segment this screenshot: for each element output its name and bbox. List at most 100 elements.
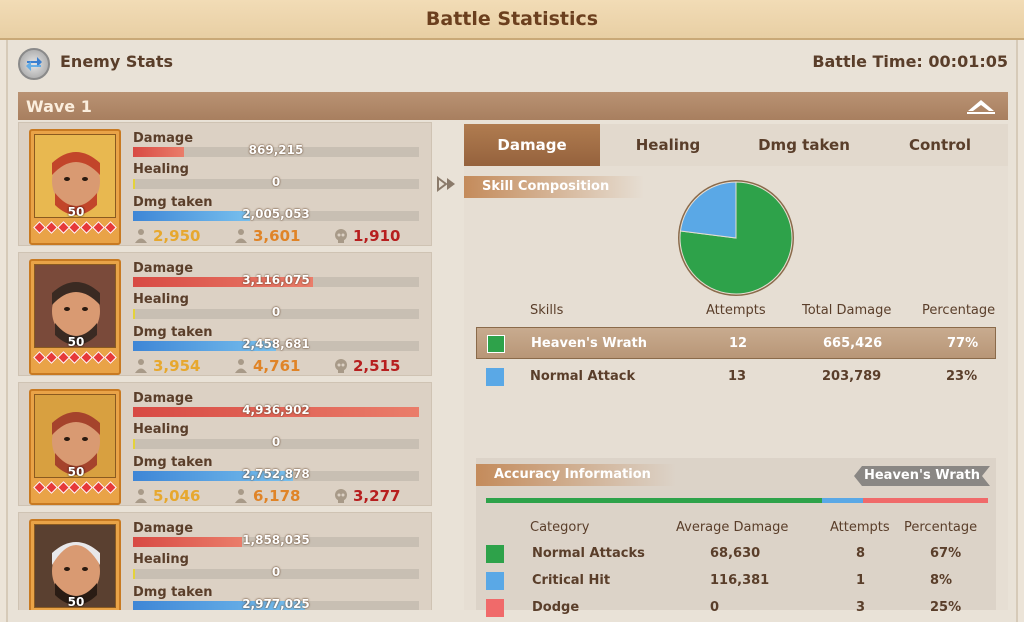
soldier-icon bbox=[235, 359, 247, 373]
hero-list[interactable]: 50 Damage 869,215 Healing 0 Dmg taken 2,… bbox=[18, 122, 432, 610]
attempts: 1 bbox=[856, 573, 866, 588]
tab-control[interactable]: Control bbox=[908, 136, 971, 154]
damage-bar: 869,215 bbox=[133, 143, 419, 157]
hero-card[interactable]: 50 Damage 4,936,902 Healing 0 Dmg taken … bbox=[18, 382, 432, 506]
legend-square bbox=[486, 599, 504, 617]
category-name: Critical Hit bbox=[532, 573, 611, 588]
hero-kill-stats: 3,954 4,761 2,515 bbox=[133, 357, 423, 375]
blue-legend-square bbox=[486, 368, 504, 386]
damage-value: 1,858,035 bbox=[242, 533, 310, 547]
stats-tabs: Damage Healing Dmg taken Control bbox=[464, 124, 1008, 166]
soldier-icon bbox=[135, 489, 147, 503]
col-average-damage: Average Damage bbox=[676, 520, 789, 535]
damage-value: 4,936,902 bbox=[242, 403, 310, 417]
percentage: 8% bbox=[930, 573, 953, 588]
attempts: 3 bbox=[856, 600, 866, 615]
pie-slice-1 bbox=[679, 181, 737, 239]
skill-row-normal-attack[interactable]: Normal Attack 13 203,789 23% bbox=[476, 361, 996, 393]
dmg-taken-value: 2,458,681 bbox=[242, 337, 310, 351]
skill-total: 665,426 bbox=[823, 336, 883, 351]
skill-row-heavens-wrath[interactable]: Heaven's Wrath 12 665,426 77% bbox=[476, 327, 996, 359]
hero-kill-stats: 5,046 6,178 3,277 bbox=[133, 487, 423, 505]
skill-composition-header: Skill Composition bbox=[464, 176, 644, 198]
col-attempts: Attempts bbox=[830, 520, 890, 535]
hero-level: 50 bbox=[67, 205, 85, 218]
hero-stars bbox=[33, 481, 117, 497]
hero-portrait[interactable]: 50 bbox=[29, 519, 121, 610]
accuracy-row: Normal Attacks 68,630 8 67% bbox=[476, 542, 996, 566]
accuracy-skill-tag[interactable]: Heaven's Wrath bbox=[854, 466, 990, 486]
deaths-value: 3,277 bbox=[353, 487, 401, 505]
deaths: 2,515 bbox=[333, 357, 400, 375]
accuracy-row: Critical Hit 116,381 1 8% bbox=[476, 569, 996, 593]
dmg-taken-label: Dmg taken bbox=[133, 325, 213, 340]
damage-label: Damage bbox=[133, 261, 194, 276]
battle-time: Battle Time: 00:01:05 bbox=[812, 52, 1008, 71]
deaths: 3,277 bbox=[333, 487, 400, 505]
healing-value: 0 bbox=[271, 565, 281, 579]
percentage: 67% bbox=[930, 546, 962, 561]
dmg-taken-bar: 2,005,053 bbox=[133, 207, 419, 221]
kills-value: 3,954 bbox=[153, 357, 201, 375]
kills-value: 6,178 bbox=[253, 487, 301, 505]
tab-dmg-taken[interactable]: Dmg taken bbox=[758, 136, 850, 154]
average-damage: 0 bbox=[710, 600, 720, 615]
hero-card[interactable]: 50 Damage 3,116,075 Healing 0 Dmg taken … bbox=[18, 252, 432, 376]
wave-header[interactable]: Wave 1 bbox=[18, 92, 1008, 120]
damage-label: Damage bbox=[133, 131, 194, 146]
accuracy-header: Accuracy Information bbox=[476, 464, 676, 486]
damage-label: Damage bbox=[133, 521, 194, 536]
green-legend-square bbox=[487, 335, 505, 353]
healing-value: 0 bbox=[271, 435, 281, 449]
healing-label: Healing bbox=[133, 552, 189, 567]
hero-card[interactable]: 50 Damage 1,858,035 Healing 0 Dmg taken … bbox=[18, 512, 432, 610]
accuracy-segment bbox=[822, 498, 863, 503]
hero-avatar: 50 bbox=[34, 134, 116, 218]
healing-bar: 0 bbox=[133, 305, 419, 319]
dmg-taken-bar: 2,752,878 bbox=[133, 467, 419, 481]
average-damage: 116,381 bbox=[710, 573, 770, 588]
soldier-icon bbox=[135, 229, 147, 243]
tab-healing[interactable]: Healing bbox=[635, 136, 701, 154]
damage-value: 869,215 bbox=[248, 143, 304, 157]
damage-details-panel: Skill Composition Skills Attempts Total … bbox=[464, 166, 1008, 617]
soldier-icon bbox=[135, 359, 147, 373]
dmg-taken-label: Dmg taken bbox=[133, 585, 213, 600]
col-skills: Skills bbox=[530, 303, 564, 318]
skill-name: Normal Attack bbox=[530, 369, 636, 384]
hero-portrait[interactable]: 50 bbox=[29, 389, 121, 505]
dmg-taken-label: Dmg taken bbox=[133, 455, 213, 470]
troop-kills-1: 3,954 bbox=[133, 357, 200, 375]
dmg-taken-label: Dmg taken bbox=[133, 195, 213, 210]
chevron-up-icon[interactable] bbox=[964, 95, 998, 117]
troop-kills-2: 4,761 bbox=[233, 357, 300, 375]
hero-portrait[interactable]: 50 bbox=[29, 129, 121, 245]
dmg-taken-bar: 2,458,681 bbox=[133, 337, 419, 351]
dmg-taken-value: 2,752,878 bbox=[242, 467, 310, 481]
hero-level: 50 bbox=[67, 335, 85, 348]
hero-stars bbox=[33, 351, 117, 367]
tab-damage[interactable]: Damage bbox=[464, 124, 600, 166]
soldier-icon bbox=[235, 489, 247, 503]
hero-card[interactable]: 50 Damage 869,215 Healing 0 Dmg taken 2,… bbox=[18, 122, 432, 246]
hero-kill-stats: 2,950 3,601 1,910 bbox=[133, 227, 423, 245]
col-category: Category bbox=[530, 520, 590, 535]
healing-label: Healing bbox=[133, 162, 189, 177]
skull-icon bbox=[335, 229, 347, 243]
hero-portrait[interactable]: 50 bbox=[29, 259, 121, 375]
troop-kills-2: 6,178 bbox=[233, 487, 300, 505]
deaths-value: 2,515 bbox=[353, 357, 401, 375]
wave-label: Wave 1 bbox=[26, 96, 92, 116]
healing-label: Healing bbox=[133, 422, 189, 437]
dmg-taken-bar: 2,977,025 bbox=[133, 597, 419, 610]
skill-attempts: 12 bbox=[729, 336, 748, 351]
category-name: Normal Attacks bbox=[532, 546, 645, 561]
accuracy-segment bbox=[862, 498, 988, 503]
legend-square bbox=[486, 545, 504, 563]
legend-square bbox=[486, 572, 504, 590]
swap-arrows-icon[interactable] bbox=[18, 48, 50, 80]
attempts: 8 bbox=[856, 546, 866, 561]
pie-slice-0 bbox=[679, 181, 793, 295]
dmg-taken-value: 2,977,025 bbox=[242, 597, 310, 610]
